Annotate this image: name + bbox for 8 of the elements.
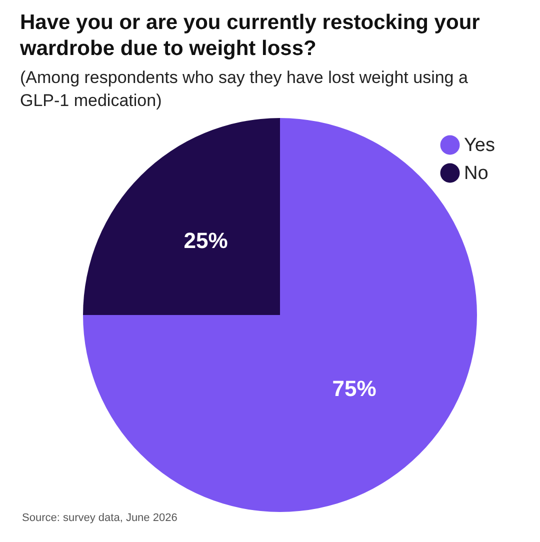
chart-title: Have you or are you currently restocking your wardrobe due to weight loss? — [20, 10, 481, 62]
pie-slice — [83, 118, 280, 315]
legend-label: No — [464, 163, 488, 184]
legend-label: Yes — [464, 135, 495, 156]
source-note: Source: survey data, June 2026 — [22, 512, 178, 524]
data-label: 75% — [332, 376, 376, 402]
chart-subtitle: (Among respondents who say they have lost weight using a GLP-1 medication) — [20, 67, 469, 112]
data-label: 25% — [184, 228, 228, 253]
